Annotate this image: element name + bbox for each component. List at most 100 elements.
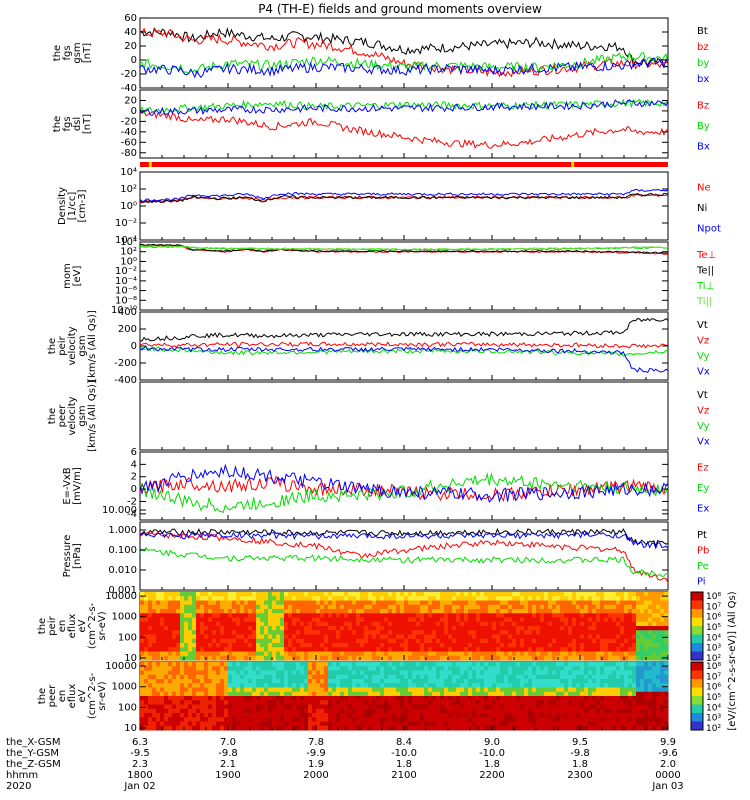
- spectrogram-cell: [372, 700, 377, 705]
- spectrogram-cell: [440, 630, 445, 635]
- spectrogram-cell: [292, 708, 297, 714]
- spectrogram-cell: [408, 617, 413, 623]
- spectrogram-cell: [640, 670, 645, 676]
- spectrogram-cell: [244, 687, 249, 693]
- spectrogram-cell: [216, 621, 221, 627]
- spectrogram-cell: [640, 713, 645, 718]
- spectrogram-cell: [484, 687, 489, 693]
- spectrogram-cell: [484, 626, 489, 631]
- spectrogram-cell: [256, 704, 261, 710]
- legend-entry-Vt: Vt: [697, 390, 708, 401]
- spectrogram-cell: [632, 596, 637, 601]
- spectrogram-cell: [616, 687, 621, 693]
- spectrogram-cell: [428, 696, 433, 701]
- spectrogram-cell: [548, 655, 553, 661]
- spectrogram-cell: [628, 643, 633, 648]
- spectrogram-cell: [452, 725, 457, 731]
- spectrogram-cell: [200, 704, 205, 710]
- spectrogram-cell: [232, 700, 237, 705]
- spectrogram-cell: [636, 717, 641, 722]
- y-tick-label: 10⁻²: [115, 218, 137, 229]
- spectrogram-cell: [660, 600, 665, 606]
- spectrogram-cell: [208, 691, 213, 697]
- spectrogram-cell: [272, 626, 277, 631]
- spectrogram-cell: [616, 674, 621, 680]
- spectrogram-cell: [204, 643, 209, 648]
- spectrogram-cell: [264, 725, 269, 731]
- spectrogram-cell: [260, 621, 265, 627]
- spectrogram-cell: [164, 687, 169, 693]
- spectrogram-cell: [388, 617, 393, 623]
- spectrogram-cell: [608, 691, 613, 697]
- spectrogram-cell: [548, 617, 553, 623]
- spectrogram-cell: [204, 700, 209, 705]
- spectrogram-cell: [348, 596, 353, 601]
- spectrogram-cell: [376, 691, 381, 697]
- spectrogram-cell: [296, 626, 301, 631]
- spectrogram-cell: [228, 596, 233, 601]
- spectrogram-cell: [612, 643, 617, 648]
- spectrogram-cell: [216, 662, 221, 667]
- spectrogram-cell: [616, 700, 621, 705]
- spectrogram-cell: [140, 596, 145, 601]
- spectrogram-cell: [648, 604, 653, 610]
- spectrogram-cell: [568, 679, 573, 684]
- spectrogram-cell: [148, 725, 153, 731]
- spectrogram-cell: [576, 638, 581, 644]
- spectrogram-cell: [604, 696, 609, 701]
- spectrogram-cell: [188, 708, 193, 714]
- y-tick-label: 0: [131, 106, 137, 117]
- y-tick-label: 10²: [120, 184, 137, 195]
- spectrogram-cell: [192, 713, 197, 718]
- spectrogram-cell: [628, 634, 633, 640]
- spectrogram-cell: [464, 617, 469, 623]
- spectrogram-cell: [392, 592, 397, 597]
- spectrogram-cell: [520, 704, 525, 710]
- spectrogram-cell: [508, 634, 513, 640]
- spectrogram-cell: [240, 717, 245, 722]
- spectrogram-cell: [648, 717, 653, 722]
- spectrogram-cell: [536, 617, 541, 623]
- spectrogram-cell: [144, 708, 149, 714]
- spectrogram-cell: [236, 604, 241, 610]
- spectrogram-cell: [460, 609, 465, 614]
- spectrogram-cell: [516, 666, 521, 671]
- spectrogram-cell: [300, 687, 305, 693]
- spectrogram-cell: [152, 617, 157, 623]
- spectrogram-cell: [184, 634, 189, 640]
- spectrogram-cell: [648, 691, 653, 697]
- spectrogram-cell: [636, 655, 641, 661]
- spectrogram-cell: [624, 696, 629, 701]
- spectrogram-cell: [208, 687, 213, 693]
- spectrogram-cell: [168, 617, 173, 623]
- spectrogram-cell: [656, 600, 661, 606]
- spectrogram-cell: [168, 666, 173, 671]
- spectrogram-cell: [304, 696, 309, 701]
- spectrogram-cell: [200, 679, 205, 684]
- spectrogram-cell: [588, 717, 593, 722]
- x-axis-tick-label: 7.8: [308, 737, 324, 748]
- spectrogram-cell: [580, 617, 585, 623]
- spectrogram-cell: [300, 613, 305, 618]
- spectrogram-cell: [332, 626, 337, 631]
- spectrogram-cell: [156, 592, 161, 597]
- spectrogram-cell: [652, 647, 657, 652]
- spectrogram-cell: [288, 634, 293, 640]
- spectrogram-cell: [332, 696, 337, 701]
- spectrogram-cell: [264, 600, 269, 606]
- spectrogram-cell: [276, 600, 281, 606]
- spectrogram-cell: [304, 717, 309, 722]
- spectrogram-cell: [620, 691, 625, 697]
- spectrogram-cell: [204, 592, 209, 597]
- spectrogram-cell: [316, 713, 321, 718]
- spectrogram-cell: [500, 655, 505, 661]
- spectrogram-cell: [468, 600, 473, 606]
- spectrogram-cell: [192, 655, 197, 661]
- spectrogram-cell: [348, 662, 353, 667]
- spectrogram-cell: [216, 700, 221, 705]
- y-tick-label: -80: [121, 148, 137, 159]
- spectrogram-cell: [384, 617, 389, 623]
- spectrogram-cell: [208, 713, 213, 718]
- spectrogram-cell: [468, 691, 473, 697]
- spectrogram-cell: [452, 679, 457, 684]
